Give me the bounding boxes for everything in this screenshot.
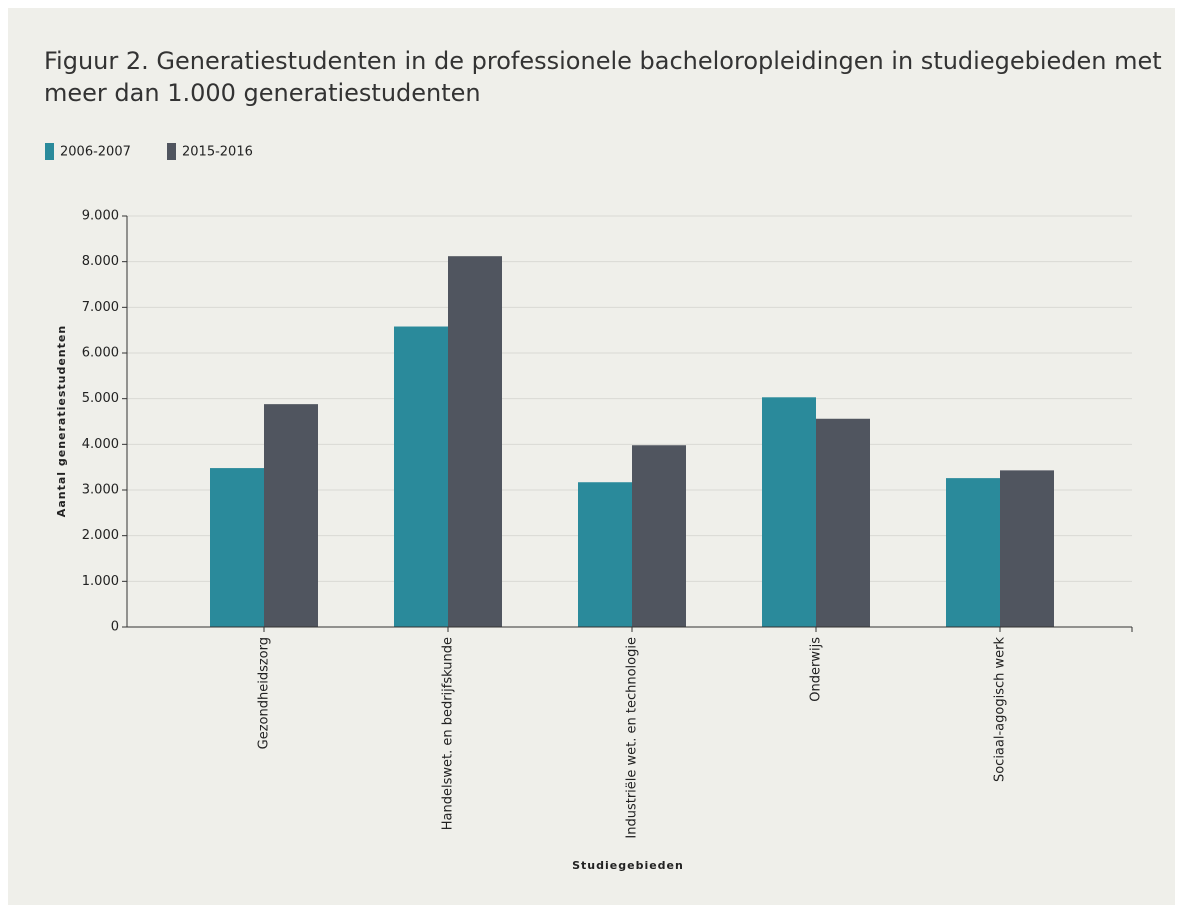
x-tick-label: Gezondheidszorg — [257, 637, 272, 749]
y-tick-label: 8.000 — [82, 254, 119, 269]
chart-title: Figuur 2. Generatiestudenten in de profe… — [44, 47, 1162, 75]
x-axis-label: Studiegebieden — [572, 859, 684, 872]
y-tick-label: 0 — [111, 620, 119, 635]
bar — [762, 397, 816, 627]
bar — [578, 482, 632, 627]
y-axis-label: Aantal generatiestudenten — [55, 325, 68, 517]
bar — [264, 404, 318, 627]
bar — [210, 468, 264, 627]
bar — [394, 326, 448, 627]
bar — [448, 256, 502, 627]
y-tick-label: 1.000 — [82, 574, 119, 589]
legend-swatch — [45, 143, 54, 160]
bar — [632, 445, 686, 627]
y-tick-label: 3.000 — [82, 483, 119, 498]
x-tick-label: Handelswet. en bedrijfskunde — [441, 637, 456, 830]
x-tick-label: Sociaal-agogisch werk — [993, 637, 1008, 783]
chart-title: meer dan 1.000 generatiestudenten — [44, 79, 481, 107]
panel — [8, 8, 1175, 905]
x-tick-label: Industriële wet. en technologie — [625, 637, 640, 839]
bar — [816, 418, 870, 627]
legend-label: 2015-2016 — [182, 145, 253, 160]
y-tick-label: 6.000 — [82, 346, 119, 361]
bar — [946, 478, 1000, 627]
y-tick-label: 7.000 — [82, 300, 119, 315]
bar — [1000, 470, 1054, 627]
y-tick-label: 5.000 — [82, 391, 119, 406]
x-tick-label: Onderwijs — [809, 637, 824, 702]
y-tick-label: 9.000 — [82, 209, 119, 224]
legend-swatch — [167, 143, 176, 160]
legend-label: 2006-2007 — [60, 145, 131, 160]
y-tick-label: 4.000 — [82, 437, 119, 452]
y-tick-label: 2.000 — [82, 528, 119, 543]
